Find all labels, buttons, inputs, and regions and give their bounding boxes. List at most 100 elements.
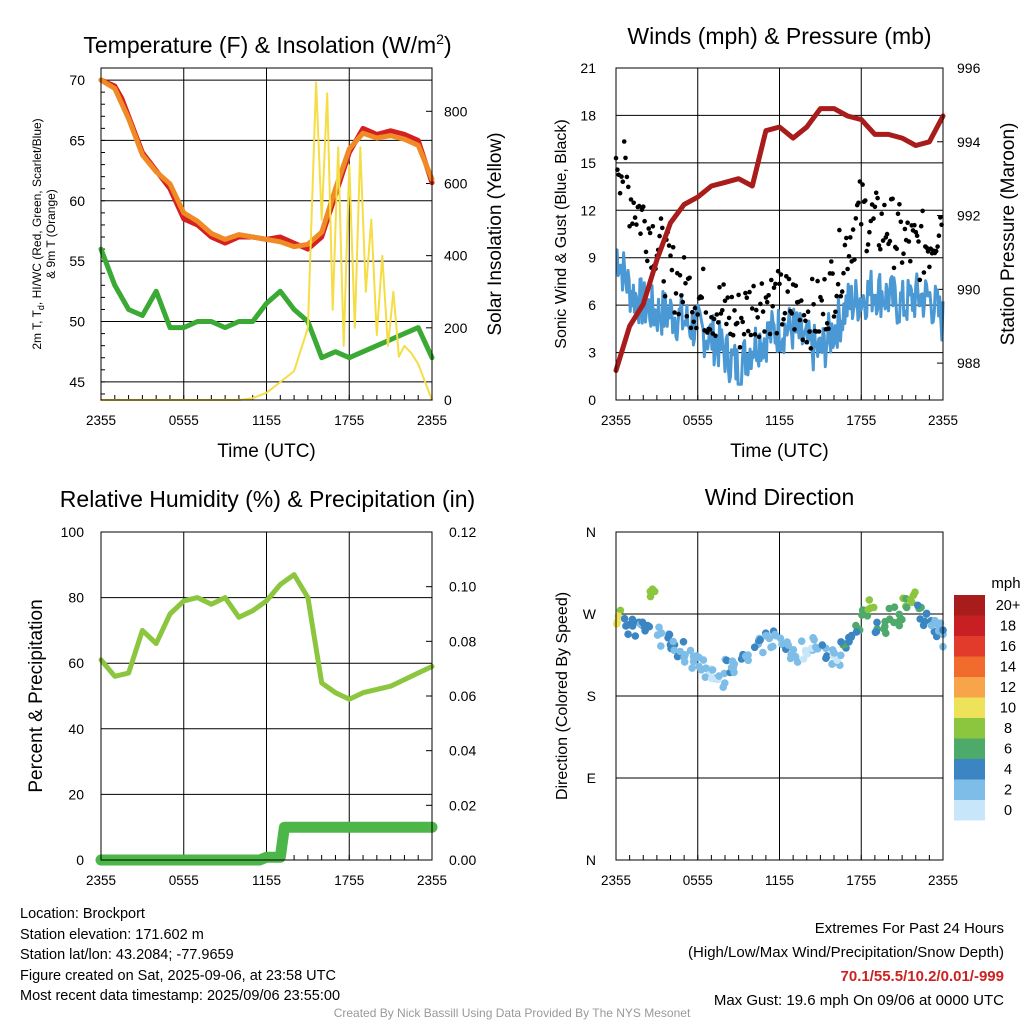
- gust-point: [676, 311, 681, 317]
- x-tick-label: 2355: [86, 413, 116, 428]
- gust-point: [743, 290, 748, 296]
- legend-swatch: [954, 677, 985, 698]
- y2-tick-label: 0.06: [449, 688, 476, 704]
- direction-point: [765, 634, 774, 643]
- direction-point: [680, 658, 689, 666]
- gust-point: [677, 273, 683, 278]
- gust-point: [894, 246, 899, 252]
- y-tick-label: 15: [580, 155, 596, 171]
- y-tick-label: S: [587, 688, 596, 704]
- gust-point: [645, 258, 650, 264]
- legend-label: 20+: [996, 598, 1021, 614]
- gust-point: [804, 339, 809, 345]
- gust-point: [707, 327, 713, 332]
- direction-point: [873, 618, 881, 627]
- gust-point: [899, 260, 905, 265]
- gust-point: [741, 331, 747, 337]
- plot-border: [615, 67, 944, 401]
- gust-point: [920, 208, 925, 214]
- y2-tick-label: 0.10: [449, 579, 476, 595]
- y2-tick-label: 994: [957, 134, 981, 150]
- max-gust-text: Max Gust: 19.6 mph On 09/06 at 0000 UTC: [713, 992, 1004, 1009]
- x-tick-label: 1155: [765, 873, 794, 888]
- legend-swatch: [954, 697, 985, 718]
- gust-point: [811, 302, 816, 307]
- x-tick-label: 0555: [683, 873, 713, 888]
- gust-point: [720, 308, 725, 313]
- gust-point: [703, 310, 709, 315]
- direction-point: [812, 643, 820, 651]
- direction-point: [688, 664, 696, 672]
- x-tick-label: 1755: [334, 873, 364, 888]
- y2-tick-label: 996: [957, 60, 981, 76]
- y-tick-label: 50: [69, 314, 85, 330]
- gust-point: [845, 266, 850, 272]
- gust-point: [636, 203, 642, 209]
- gust-point: [924, 245, 929, 250]
- gust-point: [822, 277, 827, 282]
- gust-point: [835, 281, 841, 287]
- direction-point: [616, 606, 625, 615]
- gust-point: [681, 255, 687, 260]
- direction-point: [648, 585, 657, 593]
- direction-point: [613, 618, 622, 626]
- gust-point: [800, 337, 805, 343]
- direction-point: [895, 621, 904, 630]
- gust-point: [906, 239, 912, 244]
- gust-point: [621, 139, 627, 144]
- gust-point: [749, 306, 755, 311]
- direction-point: [759, 648, 767, 657]
- gust-point: [820, 311, 826, 317]
- gust-point: [805, 309, 811, 315]
- gust-point: [619, 174, 624, 179]
- direction-point: [898, 615, 906, 624]
- direction-point: [922, 610, 931, 618]
- y-tick-label: E: [587, 770, 596, 786]
- gust-point: [773, 281, 778, 287]
- gust-point: [801, 312, 807, 318]
- direction-point: [699, 656, 708, 664]
- gust-point: [856, 200, 861, 206]
- gust-point: [803, 318, 808, 324]
- direction-point: [653, 631, 662, 639]
- gust-point: [662, 293, 668, 299]
- x-axis-label: Time (UTC): [217, 441, 316, 462]
- direction-point: [791, 652, 800, 661]
- direction-point: [702, 664, 710, 672]
- legend-title: mph: [991, 575, 1020, 592]
- elevation-text: Station elevation: 171.602 m: [20, 926, 204, 943]
- station-info: Location: Brockport Station elevation: 1…: [20, 904, 340, 1007]
- direction-point: [810, 636, 818, 644]
- gust-point: [748, 332, 754, 338]
- gust-point: [692, 305, 698, 311]
- y-tick-label: 65: [69, 132, 85, 148]
- gust-point: [646, 226, 651, 231]
- gust-point: [684, 314, 690, 319]
- x-tick-label: 1755: [846, 413, 876, 428]
- direction-point: [852, 621, 860, 630]
- y-tick-label: 6: [588, 297, 596, 313]
- gust-point: [769, 277, 774, 283]
- gust-point: [724, 321, 729, 327]
- y2-tick-label: 0.00: [449, 852, 476, 868]
- y2-tick-label: 800: [444, 103, 468, 119]
- gust-point: [902, 226, 908, 232]
- legend-swatch: [954, 615, 985, 636]
- x-tick-label: 1755: [334, 413, 364, 428]
- legend-label: 10: [1000, 701, 1016, 717]
- gust-point: [863, 198, 868, 203]
- direction-point: [646, 592, 655, 601]
- y-tick-label: 0: [588, 392, 596, 408]
- y2-tick-label: 600: [444, 175, 468, 191]
- gust-point: [690, 309, 695, 315]
- gust-point: [927, 264, 932, 270]
- direction-point: [921, 617, 929, 626]
- gust-point: [860, 182, 865, 187]
- gust-point: [729, 294, 735, 300]
- extremes-block: Extremes For Past 24 Hours (High/Low/Max…: [688, 917, 1004, 1013]
- y-tick-label: W: [583, 606, 597, 622]
- direction-point: [865, 596, 874, 604]
- location-text: Location: Brockport: [20, 906, 145, 922]
- y-tick-label: 60: [69, 193, 85, 209]
